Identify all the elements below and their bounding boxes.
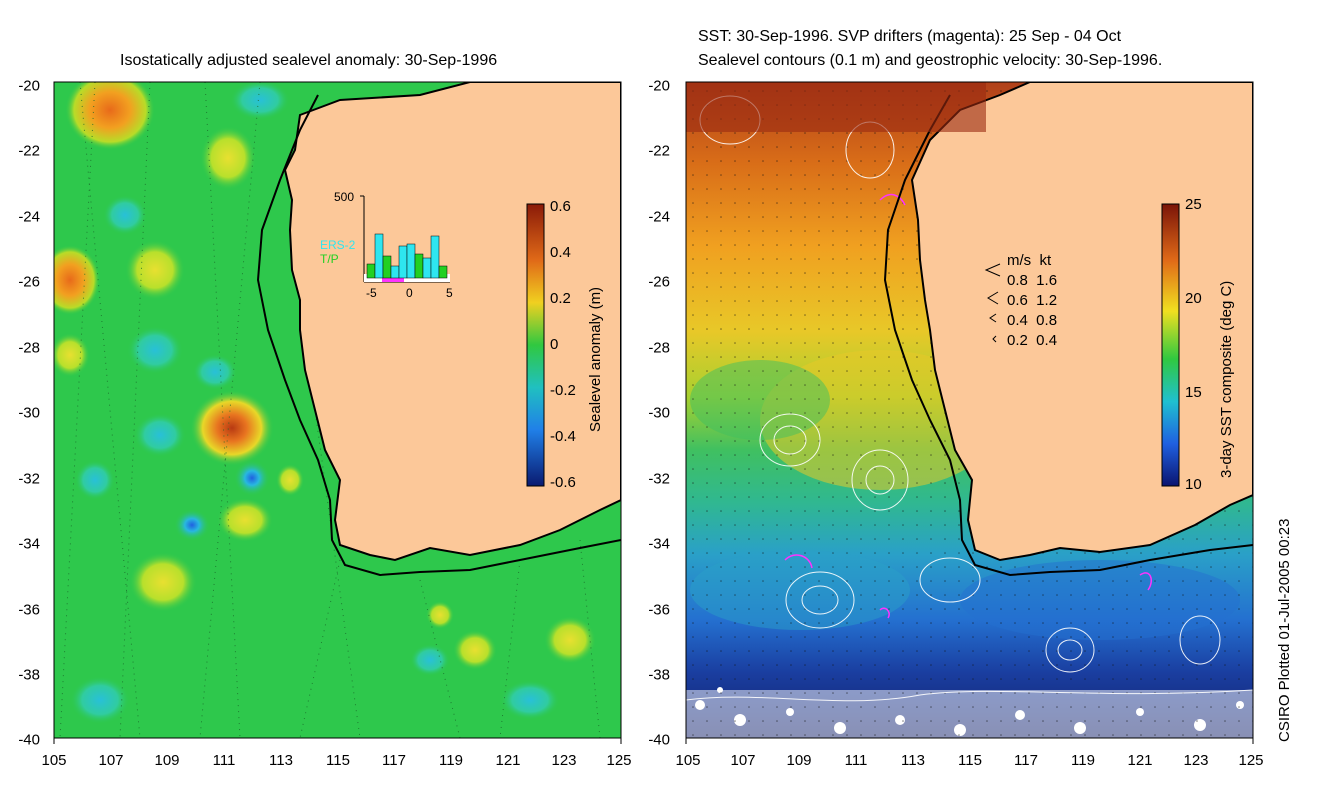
right-map-title-line2: Sealevel contours (0.1 m) and geostrophi… [698, 52, 1163, 69]
x-tick-right: 119 [1071, 752, 1095, 769]
velocity-legend-row: 0.2 0.4 [1007, 332, 1058, 349]
colorbar-tick: 0.4 [550, 244, 571, 261]
colorbar-tick: -0.4 [550, 428, 576, 445]
y-tick-right: -26 [648, 273, 670, 291]
x-tick-left: 121 [495, 752, 521, 769]
y-tick-right: -20 [648, 77, 670, 95]
inset-series-ers2: ERS-2 [320, 238, 356, 252]
x-tick-right: 109 [786, 752, 812, 769]
y-tick-left: -40 [18, 731, 40, 749]
inset-x-tick: -5 [366, 286, 377, 300]
x-tick-left: 113 [269, 752, 293, 769]
x-tick-left: 105 [41, 752, 67, 769]
colorbar-tick: -0.2 [550, 382, 576, 399]
colorbar-tick: 25 [1185, 196, 1202, 213]
velocity-legend-row: 0.4 0.8 [1007, 312, 1058, 329]
axis-ticks [53, 738, 1254, 744]
colorbar-tick: 10 [1185, 476, 1202, 493]
colorbar-tick: 20 [1185, 290, 1202, 307]
sst-colorbar [1161, 203, 1180, 487]
inset-x-tick: 0 [406, 286, 413, 300]
y-tick-right: -38 [648, 666, 670, 684]
y-tick-left: -28 [18, 339, 40, 357]
y-tick-left: -30 [18, 404, 40, 422]
velocity-legend-arrows [984, 263, 1001, 343]
y-tick-left: -38 [18, 666, 40, 684]
x-tick-left: 123 [551, 752, 577, 769]
y-tick-left: -24 [18, 208, 40, 226]
velocity-legend-header: m/s kt [1007, 252, 1052, 269]
right-map-title-line1: SST: 30-Sep-1996. SVP drifters (magenta)… [698, 28, 1122, 45]
y-tick-right: -34 [648, 535, 670, 553]
sst-map [686, 82, 1253, 738]
x-tick-left: 111 [212, 752, 236, 769]
x-tick-left: 119 [439, 752, 463, 769]
x-tick-left: 117 [382, 752, 406, 769]
left-map-title: Isostatically adjusted sealevel anomaly:… [120, 52, 498, 69]
right-map-frame [685, 81, 1254, 739]
y-tick-right: -22 [648, 142, 670, 160]
x-tick-right: 125 [1238, 752, 1264, 769]
colorbar-tick: -0.6 [550, 474, 576, 491]
velocity-legend-row: 0.8 1.6 [1007, 272, 1058, 289]
x-tick-right: 113 [901, 752, 925, 769]
y-tick-right: -28 [648, 339, 670, 357]
y-tick-left: -20 [18, 77, 40, 95]
y-tick-left: -26 [18, 273, 40, 291]
colorbar-tick: 15 [1185, 384, 1202, 401]
inset-y-max-label: 500 [334, 190, 355, 204]
x-tick-left: 107 [98, 752, 124, 769]
inset-x-tick: 5 [446, 286, 453, 300]
y-tick-left: -32 [18, 470, 40, 488]
plot-credit: CSIRO Plotted 01-Jul-2005 00:23 [1276, 518, 1293, 742]
x-tick-left: 125 [606, 752, 632, 769]
y-tick-right: -36 [648, 601, 670, 619]
left-map-frame [53, 81, 622, 739]
y-tick-right: -40 [648, 731, 670, 749]
y-tick-left: -22 [18, 142, 40, 160]
y-tick-right: -24 [648, 208, 670, 226]
sealevel-colorbar [526, 203, 545, 487]
x-tick-right: 123 [1183, 752, 1209, 769]
sealevel-colorbar-label: Sealevel anomaly (m) [587, 286, 604, 432]
colorbar-tick: 0 [550, 336, 559, 353]
x-tick-right: 121 [1127, 752, 1153, 769]
y-tick-right: -32 [648, 470, 670, 488]
y-tick-left: -34 [18, 535, 40, 553]
coverage-inset-histogram [360, 195, 450, 283]
inset-series-tp: T/P [320, 252, 339, 266]
x-tick-left: 109 [154, 752, 180, 769]
x-tick-right: 111 [844, 752, 868, 769]
x-tick-right: 115 [958, 752, 982, 769]
sst-colorbar-label: 3-day SST composite (deg C) [1218, 280, 1235, 478]
x-tick-right: 107 [730, 752, 756, 769]
y-tick-right: -30 [648, 404, 670, 422]
x-tick-left: 115 [326, 752, 350, 769]
sealevel-anomaly-map [54, 82, 621, 738]
y-tick-left: -36 [18, 601, 40, 619]
velocity-legend-row: 0.6 1.2 [1007, 292, 1058, 309]
x-tick-right: 117 [1014, 752, 1038, 769]
x-tick-right: 105 [675, 752, 701, 769]
colorbar-tick: 0.6 [550, 198, 571, 215]
colorbar-tick: 0.2 [550, 290, 571, 307]
